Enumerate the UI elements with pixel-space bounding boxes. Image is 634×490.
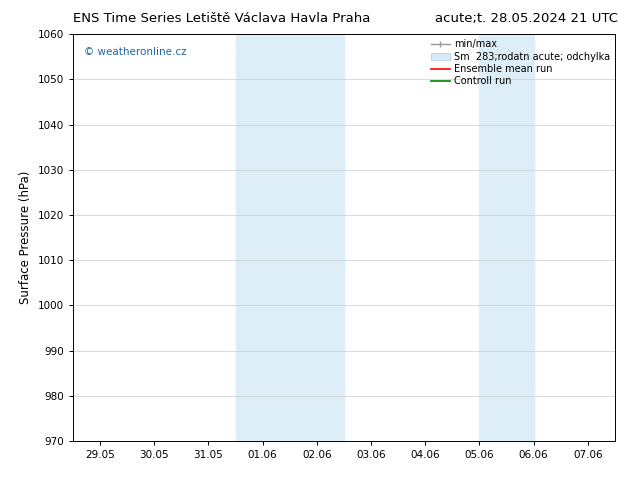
Text: acute;t. 28.05.2024 21 UTC: acute;t. 28.05.2024 21 UTC [435,12,618,25]
Text: ENS Time Series Letiště Václava Havla Praha: ENS Time Series Letiště Václava Havla Pr… [73,12,370,25]
Bar [236,34,344,441]
Y-axis label: Surface Pressure (hPa): Surface Pressure (hPa) [19,171,32,304]
Legend: min/max, Sm  283;rodatn acute; odchylka, Ensemble mean run, Controll run: min/max, Sm 283;rodatn acute; odchylka, … [429,37,612,88]
Text: © weatheronline.cz: © weatheronline.cz [84,47,186,56]
Bar [479,34,534,441]
